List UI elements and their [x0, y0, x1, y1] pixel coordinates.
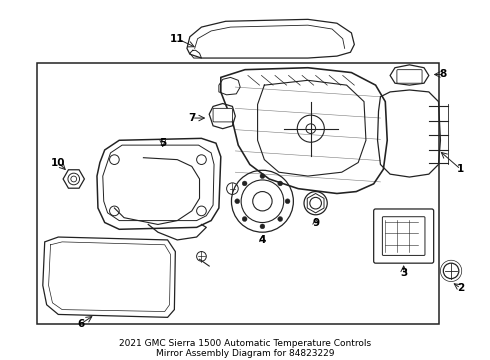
- FancyBboxPatch shape: [382, 217, 425, 256]
- Circle shape: [278, 217, 283, 221]
- Text: 2: 2: [457, 283, 465, 293]
- FancyBboxPatch shape: [213, 108, 232, 122]
- Text: 10: 10: [51, 158, 66, 167]
- Circle shape: [242, 181, 247, 186]
- Text: 1: 1: [457, 164, 465, 174]
- FancyBboxPatch shape: [397, 70, 422, 83]
- Text: 4: 4: [259, 235, 266, 245]
- Text: 8: 8: [440, 69, 447, 80]
- Text: 6: 6: [77, 319, 84, 329]
- Circle shape: [278, 181, 283, 186]
- Text: 7: 7: [188, 113, 196, 123]
- FancyBboxPatch shape: [374, 209, 434, 263]
- Circle shape: [285, 199, 290, 204]
- Text: 5: 5: [159, 138, 167, 148]
- Circle shape: [235, 199, 240, 204]
- Circle shape: [260, 174, 265, 179]
- Bar: [37, 63, 439, 324]
- Text: 9: 9: [312, 217, 319, 228]
- Text: 11: 11: [170, 34, 185, 44]
- Circle shape: [242, 217, 247, 221]
- Circle shape: [260, 224, 265, 229]
- Text: 2021 GMC Sierra 1500 Automatic Temperature Controls
Mirror Assembly Diagram for : 2021 GMC Sierra 1500 Automatic Temperatu…: [119, 339, 371, 358]
- Text: 3: 3: [400, 268, 407, 278]
